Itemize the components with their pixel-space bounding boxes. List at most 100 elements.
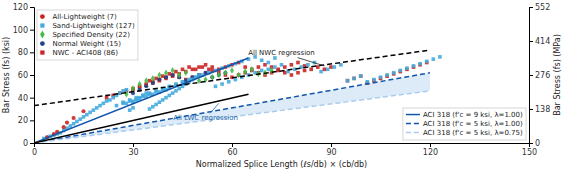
legend-label: ACI 318 (f'c = 9 ksi, λ=1.00) [423,111,523,119]
tick: 120 [423,143,438,157]
point [125,88,129,92]
legend-label: All-Lightweight (7) [52,13,117,21]
tick-mark [30,30,34,31]
tick-label: 100 [13,26,28,35]
point [197,65,201,69]
annotation-text: All LWC regression [173,114,238,122]
point [220,82,224,86]
point [148,107,152,111]
tick-mark [30,52,34,53]
point [230,67,234,74]
point [151,75,155,82]
point [154,103,158,107]
tick-label: 120 [13,3,28,12]
tick-label: 0 [23,139,28,148]
point [227,80,231,84]
point [316,65,320,69]
point [154,77,158,81]
point [65,121,69,125]
point [306,63,310,67]
point [260,58,264,62]
point [296,71,300,75]
tick: 60 [18,71,34,80]
y2-axis-title: Bar Stress (fs) (MPa) [553,34,562,116]
point [352,77,356,81]
point [72,116,76,120]
point [167,72,171,76]
tick-mark [30,98,34,99]
point [121,100,125,104]
legend-label: Sand-Lightweight (127) [52,22,135,30]
tick: 0 [32,143,37,157]
point [379,75,383,79]
point [207,68,211,72]
point [280,63,284,67]
legend-swatch [406,123,420,125]
point [210,65,214,69]
tick-mark [30,7,34,8]
point [266,61,270,65]
tick-label: 552 [535,3,550,12]
point [273,56,277,60]
tick-mark [331,143,332,147]
point [105,99,109,103]
point [105,96,109,100]
legend-item: ACI 318 (f'c = 5 ksi, λ=0.75) [406,129,523,137]
annotation-text: All NWC regression [248,49,315,57]
point [177,72,181,79]
tick-mark [30,120,34,121]
point [359,74,363,78]
tick-label: 150 [522,148,537,157]
legend-label: NWC - ACI408 (86) [52,49,118,57]
point [329,65,333,69]
point [214,85,218,89]
point [187,65,191,69]
marks [34,50,442,143]
point [210,74,214,81]
point [398,69,402,73]
point [81,109,85,113]
point [128,98,132,102]
point [243,68,247,75]
point [273,65,277,69]
line [34,94,249,143]
point [131,106,135,110]
point [121,89,125,93]
tick-mark [232,143,233,147]
point [346,79,350,83]
point [260,69,264,73]
axis-line [530,8,534,144]
legend-swatch [40,31,45,39]
point [346,79,350,83]
annotation: All LWC regression [173,103,238,122]
point [257,65,261,69]
tick: 40 [18,94,34,103]
point [157,72,161,79]
legend-label: ACI 318 (f'c = 5 ksi, λ=0.75) [423,129,523,137]
point [266,68,270,72]
tick: 90 [326,143,336,157]
tick-mark [529,7,533,8]
point [332,65,336,69]
point [134,96,138,100]
point [128,108,132,112]
point [82,115,86,119]
tick-label: 276 [535,71,550,80]
point [164,69,168,76]
point [138,81,142,88]
tick: 0 [23,139,34,148]
x-axis-title: Normalized Splice Length (ℓs/db) × (cb/d… [196,160,367,169]
tick-label: 0 [32,148,37,157]
scatter-series [105,61,429,100]
x-axis: 0306090120150 [32,143,537,157]
tick-label: 30 [128,148,138,157]
point [141,94,145,98]
point [174,89,178,93]
point [101,102,105,106]
point [62,125,66,129]
tick-label: 0 [535,139,540,148]
tick-mark [430,143,431,147]
point [194,68,198,72]
tick-label: 90 [326,148,336,157]
point [352,77,356,81]
